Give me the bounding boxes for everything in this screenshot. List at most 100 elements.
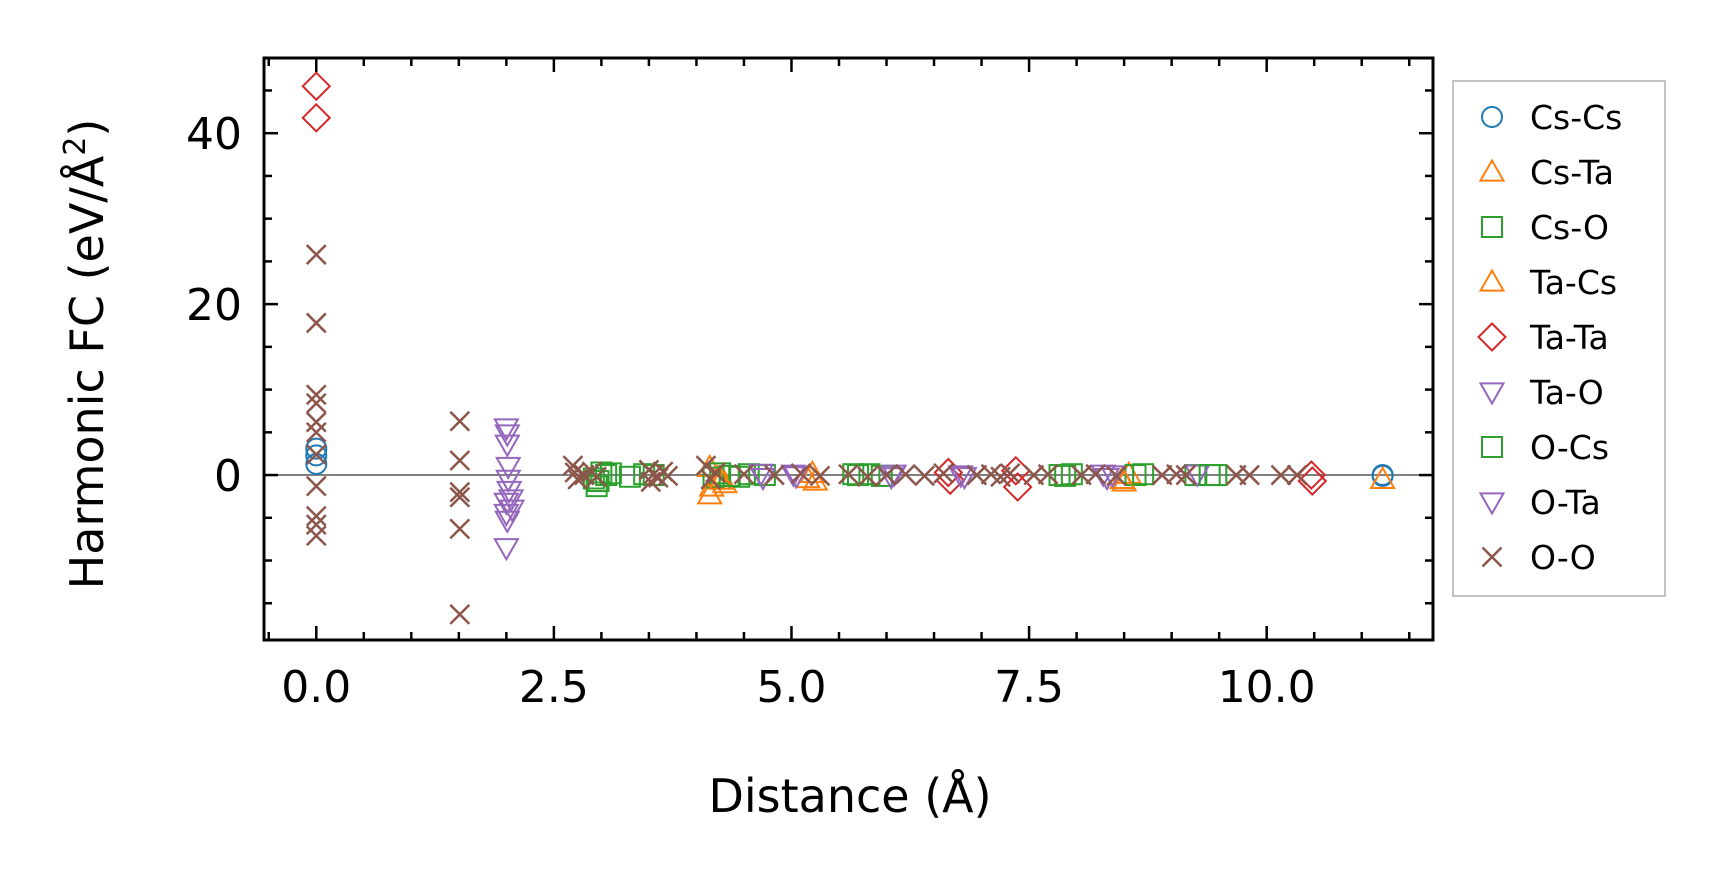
- data-point: [305, 244, 327, 265]
- data-point: [305, 505, 327, 527]
- data-point: [705, 462, 726, 483]
- data-point: [951, 467, 978, 491]
- data-point: [449, 603, 471, 625]
- series-o-o: [305, 244, 1308, 625]
- x-tick-label: 0.0: [281, 662, 351, 713]
- data-point: [493, 503, 520, 528]
- data-point: [305, 384, 327, 406]
- data-point: [494, 434, 521, 458]
- legend-label: O-Cs: [1530, 428, 1609, 467]
- y-axis-label-main: Harmonic FC (eV/Å: [60, 155, 114, 589]
- legend-marker: [1481, 546, 1503, 568]
- legend-marker: [1477, 322, 1507, 352]
- data-point: [305, 525, 327, 547]
- data-point: [947, 465, 974, 489]
- series-ta-ta: [301, 71, 1328, 502]
- data-point: [495, 469, 522, 493]
- legend-marker: [1478, 158, 1506, 182]
- y-tick-label: 20: [186, 280, 242, 331]
- y-axis-label: Harmonic FC (eV/Å2): [58, 119, 114, 590]
- legend-item: O-Ta: [1478, 483, 1601, 522]
- data-point: [305, 312, 327, 334]
- data-point: [763, 464, 785, 486]
- legend-item: O-O: [1481, 538, 1596, 577]
- legend-marker: [1478, 492, 1506, 516]
- data-point: [999, 462, 1021, 484]
- data-point: [876, 464, 897, 486]
- y-axis-label-superscript: 2: [58, 137, 93, 156]
- data-point: [449, 410, 471, 432]
- data-point: [809, 465, 831, 487]
- legend-label: Ta-O: [1529, 373, 1604, 412]
- data-point: [1110, 468, 1138, 492]
- data-point: [498, 499, 526, 523]
- legend-marker: [1481, 436, 1503, 458]
- data-point: [449, 481, 471, 503]
- data-point: [305, 437, 328, 460]
- legend: Cs-Cs Cs-Ta Cs-O Ta-Cs Ta-Ta Ta-O O-Cs O-Ta O-O: [1452, 80, 1666, 597]
- legend-label: Cs-Ta: [1530, 153, 1614, 192]
- data-point: [695, 455, 717, 477]
- data-point: [1198, 464, 1221, 487]
- legend-label: Ta-Cs: [1529, 263, 1617, 302]
- data-point: [305, 411, 327, 433]
- data-point: [305, 392, 327, 414]
- data-point: [895, 463, 916, 485]
- legend-item: Ta-Cs: [1478, 263, 1617, 302]
- legend-marker: [1481, 106, 1503, 128]
- data-point: [1085, 463, 1106, 485]
- legend-label: Ta-Ta: [1529, 318, 1609, 357]
- data-point: [562, 455, 584, 477]
- legend-marker: [1478, 382, 1506, 406]
- data-point: [857, 466, 878, 488]
- plot-frame: [262, 56, 1435, 642]
- data-point: [914, 465, 935, 487]
- data-point: [702, 466, 725, 489]
- y-tick-label: 0: [214, 451, 242, 502]
- data-point: [301, 71, 332, 102]
- x-tick-label: 5.0: [756, 662, 826, 713]
- legend-label: O-O: [1530, 538, 1596, 577]
- legend-item: O-Cs: [1481, 428, 1609, 467]
- data-point: [1286, 464, 1308, 486]
- legend-label: O-Ta: [1530, 483, 1601, 522]
- legend-label: Cs-O: [1530, 208, 1609, 247]
- data-point: [1054, 464, 1077, 487]
- data-point: [495, 456, 522, 481]
- data-point: [1369, 465, 1396, 489]
- data-point: [790, 462, 812, 484]
- data-point: [707, 466, 735, 490]
- data-point: [493, 492, 520, 516]
- data-point: [933, 462, 954, 484]
- data-point: [493, 418, 520, 442]
- data-point: [1184, 464, 1211, 488]
- data-point: [1297, 466, 1328, 496]
- data-point: [493, 538, 520, 562]
- data-point: [1106, 465, 1127, 487]
- y-axis-label-close: ): [60, 119, 114, 137]
- data-point: [838, 463, 859, 485]
- x-tick-label: 7.5: [994, 662, 1064, 713]
- y-tick-label: 40: [186, 109, 242, 160]
- data-point: [878, 467, 905, 491]
- legend-item: Ta-Ta: [1477, 318, 1609, 357]
- data-point: [1132, 463, 1155, 486]
- legend-item: Cs-O: [1481, 208, 1609, 247]
- x-tick-label: 10.0: [1218, 662, 1316, 713]
- legend-marker: [1478, 268, 1506, 292]
- data-point: [305, 444, 327, 465]
- data-point: [696, 481, 723, 505]
- data-point: [1270, 464, 1292, 486]
- legend-label: Cs-Cs: [1530, 98, 1622, 137]
- legend-item: Cs-Ta: [1478, 153, 1614, 192]
- data-point: [449, 486, 471, 508]
- data-point: [1166, 463, 1187, 485]
- data-point: [733, 463, 755, 485]
- data-point: [305, 444, 328, 467]
- legend-item: Ta-O: [1478, 373, 1604, 412]
- data-point: [301, 102, 332, 133]
- data-point: [1037, 463, 1059, 485]
- data-point: [495, 480, 523, 504]
